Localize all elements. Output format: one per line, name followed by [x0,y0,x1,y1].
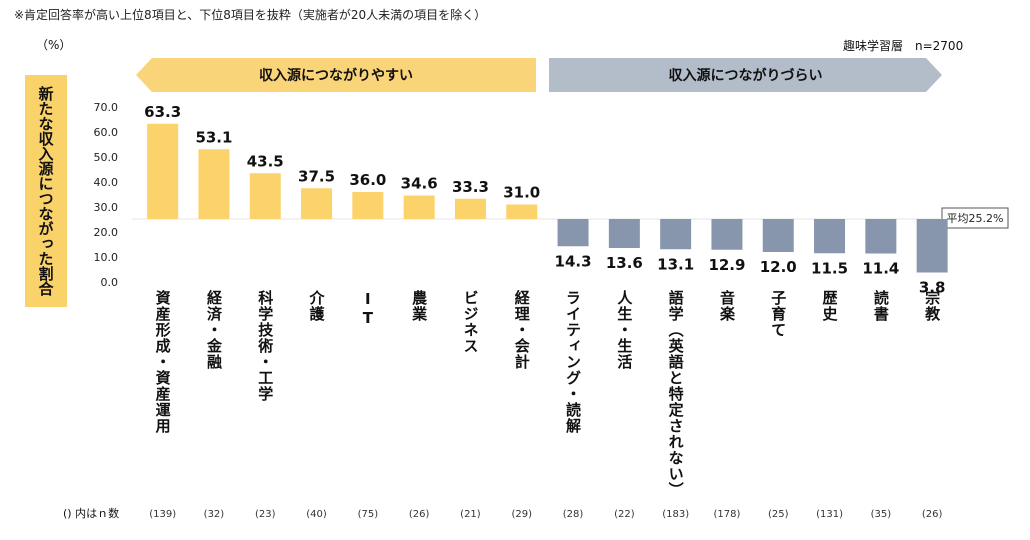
y-tick-label: 0.0 [101,276,119,289]
count-value: (35) [871,509,892,520]
value-label: 31.0 [503,184,540,202]
sample-size-label: 趣味学習層 n=2700 [843,39,964,53]
bar [198,149,230,219]
y-tick-label: 20.0 [94,226,119,239]
value-label: 11.4 [862,260,899,278]
hard-income-arrow: 収入源につながりづらい [549,58,942,92]
bar [916,219,948,273]
category-label: 科学技術・工学 [256,290,275,402]
category-label: 介護 [307,290,326,322]
category-label: 語学（英語と特定されない） [666,290,685,498]
value-label: 37.5 [298,167,335,185]
category-label: ライティング・読解 [564,290,583,434]
count-label: () 内はｎ数 [63,507,120,520]
bar [557,219,589,247]
y-axis-title: 新たな収入源につながった割合 [25,75,67,307]
value-label: 12.0 [760,258,797,276]
unit-label: （%） [36,38,72,52]
category-label: 音楽 [717,290,736,322]
category-label: 経済・金融 [204,290,223,370]
bar [249,173,281,219]
value-label: 63.3 [144,103,181,121]
bar [506,204,538,219]
category-label: 宗教 [923,290,942,322]
bar [352,192,384,219]
count-value: (183) [662,509,689,520]
count-value: (28) [563,509,584,520]
value-label: 11.5 [811,259,848,277]
y-tick-label: 50.0 [94,151,119,164]
bar [301,188,333,219]
y-tick-label: 10.0 [94,251,119,264]
bar [711,219,743,250]
count-value: (139) [149,509,176,520]
category-label: 経理・会計 [512,290,531,370]
count-value: (75) [358,509,379,520]
bar [660,219,692,250]
value-label: 13.1 [657,255,694,273]
y-tick-label: 60.0 [94,126,119,139]
bar [814,219,846,254]
bar [762,219,794,252]
bar [147,123,179,219]
value-label: 53.1 [195,128,232,146]
y-tick-label: 30.0 [94,201,119,214]
average-label: 平均25.2% [947,212,1004,225]
category-label: 歴史 [820,290,839,322]
category-label: 人生・生活 [615,290,634,370]
value-label: 33.3 [452,178,489,196]
count-value: (32) [204,509,225,520]
value-label: 43.5 [247,152,284,170]
easy-income-arrow: 収入源につながりやすい [136,58,536,92]
count-value: (26) [922,509,943,520]
count-value: (23) [255,509,276,520]
count-value: (21) [460,509,481,520]
value-label: 13.6 [606,254,643,272]
bar [454,198,486,219]
count-value: (22) [614,509,635,520]
count-value: (178) [714,509,741,520]
count-value: (40) [306,509,327,520]
value-label: 34.6 [401,175,438,193]
value-label: 12.9 [708,256,745,274]
count-value: (131) [816,509,843,520]
average-label-box [941,207,1009,229]
category-label: 子育て [769,290,788,338]
value-label: 36.0 [349,171,386,189]
category-label: 農業 [410,290,429,322]
category-label: 資産形成・資産運用 [153,290,172,434]
category-label: 読書 [871,290,890,322]
value-label: 14.3 [555,252,592,270]
category-label: ビジネス [461,290,480,354]
bar [403,195,435,219]
count-value: (25) [768,509,789,520]
count-value: (29) [511,509,532,520]
count-value: (26) [409,509,430,520]
chart-note: ※肯定回答率が高い上位8項目と、下位8項目を抜粋（実施者が20人未満の項目を除く… [14,8,487,22]
y-tick-label: 40.0 [94,176,119,189]
bar [608,219,640,248]
category-label: IT [358,290,377,328]
y-tick-label: 70.0 [94,101,119,114]
bar [865,219,897,254]
